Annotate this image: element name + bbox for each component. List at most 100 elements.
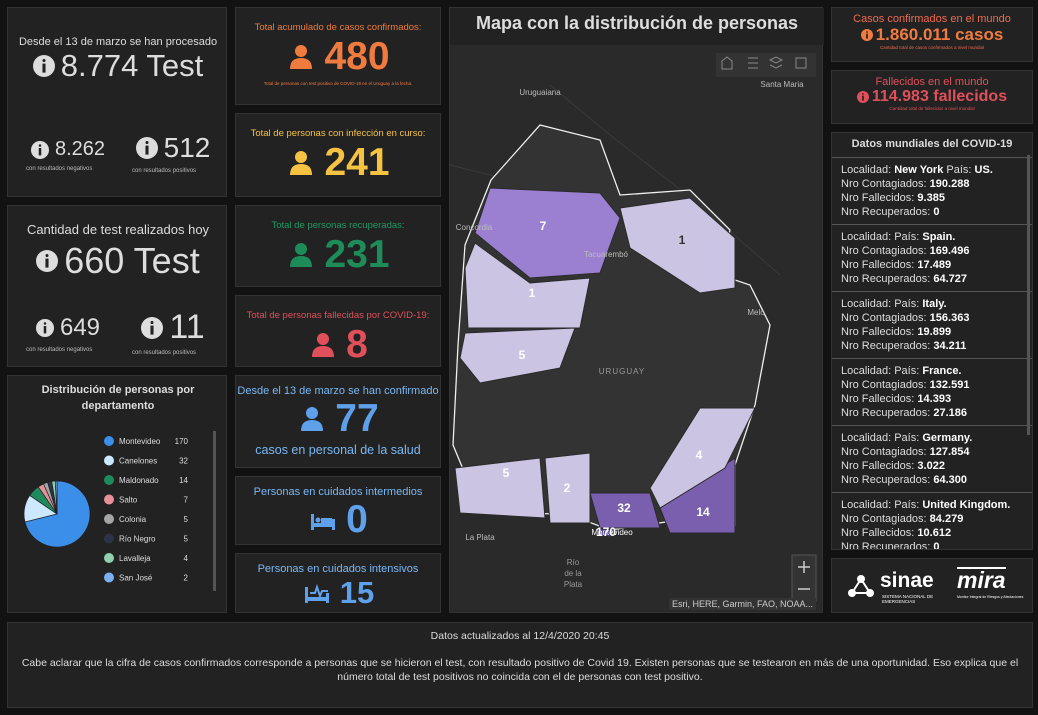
logos-panel: sinae SISTEMA NACIONAL DE EMERGENCIAS mi…: [831, 558, 1033, 613]
value: 8.774 Test: [60, 48, 204, 83]
legend-label: Montevideo: [119, 437, 161, 446]
country-item: Localidad: País: France. Nro Contagiados…: [832, 359, 1032, 426]
item-line: Nro Fallecidos: 19.899: [841, 325, 1023, 339]
region-label: 5: [519, 348, 526, 362]
field-value: 17.489: [917, 259, 952, 271]
stat-card: Desde el 13 de marzo se han confirmado 77…: [235, 375, 441, 468]
field-value: 64.727: [933, 273, 967, 285]
place-label: Plata: [564, 580, 583, 589]
field-value: Spain.: [922, 231, 956, 243]
department-area: [619, 197, 736, 294]
card-icon: [290, 243, 313, 267]
field-value: 84.279: [929, 513, 964, 525]
card-icon: [290, 151, 313, 175]
legend-value: 7: [184, 496, 189, 505]
world-deaths-panel: Fallecidos en el mundo 114.983 fallecido…: [831, 70, 1033, 124]
legend-swatch: [104, 553, 114, 563]
field-value: 169.496: [929, 245, 970, 257]
card-value: 231: [324, 233, 390, 276]
legend-swatch: [104, 514, 114, 524]
item-line: Nro Contagiados: 132.591: [841, 378, 1023, 392]
map-toolbar[interactable]: [716, 53, 816, 77]
item-line: Nro Contagiados: 127.854: [841, 445, 1023, 459]
legend-button[interactable]: [748, 57, 758, 69]
field-value: 27.186: [933, 407, 967, 419]
place-label: URUGUAY: [599, 367, 645, 376]
negative-label: con resultados negativos: [26, 166, 93, 172]
info-icon: [36, 250, 59, 272]
legend-label: Salto: [119, 496, 138, 505]
item-line: Nro Contagiados: 84.279: [841, 512, 1023, 526]
item-line: Nro Fallecidos: 9.385: [841, 191, 1023, 205]
field-value: 9.385: [917, 192, 945, 204]
place-labels: Uruguaiana Santa Maria Concordia Tacuare…: [456, 80, 804, 589]
legend-swatch: [104, 533, 114, 544]
region-label: 7: [540, 219, 547, 233]
country-item: Localidad: New York País: US. Nro Contag…: [832, 158, 1032, 225]
positive: 512: [163, 132, 211, 163]
card-icon: [304, 583, 329, 603]
item-line: Nro Recuperados: 34.211: [841, 339, 1023, 353]
place-label: La Plata: [465, 533, 495, 542]
stat-card: Total de personas fallecidas por COVID-1…: [235, 295, 441, 367]
card-value-row: 231: [236, 233, 440, 277]
card-value-row: 480: [236, 35, 440, 79]
zoom-controls: [791, 554, 817, 602]
region-label: 1: [529, 286, 536, 300]
card-icon: [312, 333, 335, 357]
home-button[interactable]: [721, 56, 733, 70]
field-value: 132.591: [929, 379, 970, 391]
legend-label: San José: [119, 574, 153, 583]
item-line: Nro Fallecidos: 10.612: [841, 526, 1023, 540]
field-label: País:: [894, 432, 920, 444]
footer-panel: Datos actualizados al 12/4/2020 20:45 Ca…: [7, 622, 1033, 708]
region-label: 14: [696, 505, 710, 519]
negative: 8.262: [54, 138, 106, 160]
card-heading: Total de personas recuperadas:: [271, 220, 405, 231]
card-value-row: 8: [236, 323, 440, 367]
map-panel: Mapa con la distribución de personas 7 1…: [449, 7, 824, 613]
item-line: Nro Recuperados: 0: [841, 205, 1023, 219]
card-heading: Total de personas fallecidas por COVID-1…: [246, 310, 430, 321]
sinae-sub: SISTEMA NACIONAL DE EMERGENCIAS: [882, 594, 934, 604]
department-area: [459, 327, 576, 384]
field-value: Germany.: [922, 432, 973, 444]
map-title: Mapa con la distribución de personas: [450, 8, 824, 45]
item-line: Nro Fallecidos: 3.022: [841, 459, 1023, 473]
positive: 11: [169, 308, 205, 346]
place-label: Montevideo: [591, 528, 633, 537]
card-subtext: casos en personal de la salud: [255, 443, 421, 457]
card-value-row: 0: [236, 498, 440, 542]
field-label: País:: [894, 231, 920, 243]
world-list: Localidad: New York País: US. Nro Contag…: [832, 158, 1032, 550]
field-label: País:: [946, 164, 972, 176]
field-label: Nro Contagiados:: [841, 446, 927, 458]
legend-swatch: [104, 436, 114, 446]
field-value: France.: [922, 365, 962, 377]
field-label: Nro Recuperados:: [841, 407, 931, 419]
field-value: 0: [933, 541, 940, 550]
layers-button[interactable]: [768, 56, 784, 69]
updated: Datos actualizados al 12/4/2020 20:45: [430, 630, 610, 642]
field-label: Localidad:: [841, 298, 892, 310]
legend-value: 14: [179, 476, 188, 485]
field-value: 127.854: [929, 446, 970, 458]
field-value: US.: [974, 164, 993, 176]
field-value: 0: [933, 206, 940, 218]
field-label: Nro Contagiados:: [841, 178, 927, 190]
item-line: Nro Recuperados: 0: [841, 540, 1023, 550]
info-icon: [32, 55, 55, 77]
field-label: País:: [894, 298, 920, 310]
place-label: Concordia: [456, 223, 493, 232]
basemap-button[interactable]: [795, 57, 807, 69]
departments: [454, 187, 756, 538]
heading: Cantidad de test realizados hoy: [26, 222, 210, 237]
item-line: Nro Fallecidos: 14.393: [841, 392, 1023, 406]
region-labels: 7 1 1 5 5 2 32 14 4 170: [503, 219, 710, 539]
zoom-in[interactable]: [798, 561, 810, 573]
negative: 649: [59, 314, 101, 341]
field-label: Nro Recuperados:: [841, 541, 931, 550]
card-value-row: 15: [236, 575, 440, 611]
legend-value: 2: [184, 574, 189, 583]
